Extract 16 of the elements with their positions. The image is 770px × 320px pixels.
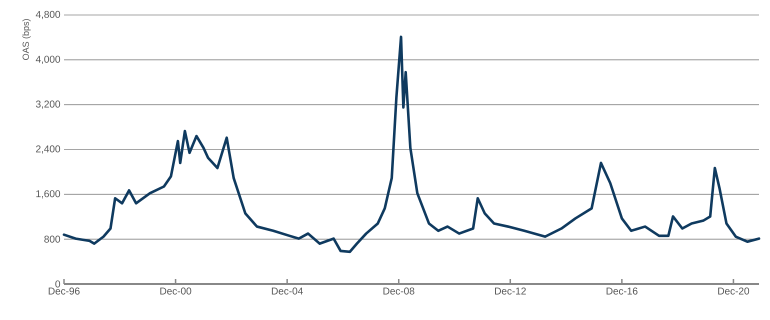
x-tick-label: Dec-96	[48, 288, 80, 295]
line-series	[62, 36, 760, 254]
x-tick-label: Dec-20	[718, 288, 750, 295]
y-tick-label: 3,200	[36, 100, 60, 109]
x-tick-label: Dec-00	[160, 288, 192, 295]
y-axis-title: OAS (bps)	[22, 19, 31, 60]
y-tick-label: 4,000	[36, 56, 60, 64]
y-tick-label: 1,600	[36, 190, 60, 198]
x-tick-label: Dec-16	[606, 288, 638, 295]
y-tick-label: 4,800	[36, 10, 60, 20]
y-tick-label: 2,400	[36, 145, 60, 154]
x-tick-label: Dec-12	[495, 288, 526, 295]
y-tick-label: 0	[55, 280, 60, 288]
x-tick-label: Dec-04	[272, 288, 303, 295]
y-tick-label: 800	[44, 236, 60, 243]
x-tick-label: Dec-08	[383, 288, 414, 295]
